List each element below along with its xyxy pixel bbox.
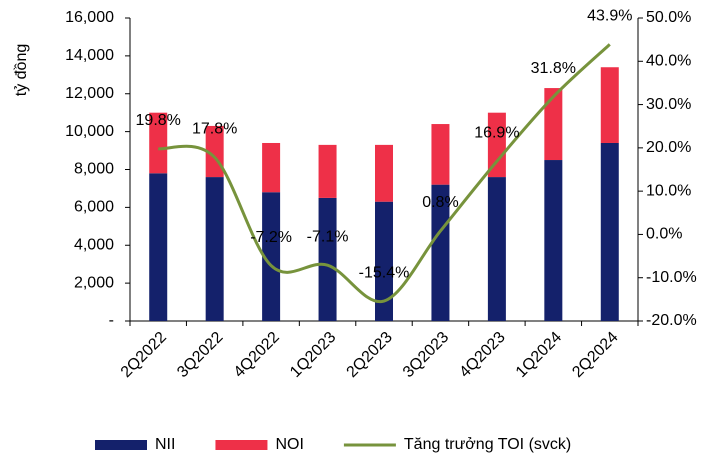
legend-label: NOI [275, 436, 303, 453]
data-label: 43.9% [587, 8, 632, 25]
bar [375, 201, 393, 321]
x-tick-label: 4Q2022 [231, 329, 283, 381]
x-tick-label: 2Q2024 [569, 329, 621, 381]
legend-swatch [95, 440, 147, 450]
legend-swatch [215, 440, 268, 450]
data-label: 17.8% [192, 121, 237, 138]
y2-tick-label: 40.0% [646, 53, 691, 70]
y-tick-label: 12,000 [65, 85, 114, 102]
y2-tick-label: 50.0% [646, 9, 691, 26]
bar [600, 142, 619, 321]
y2-tick-label: 30.0% [646, 96, 691, 113]
x-tick-label: 3Q2023 [400, 329, 452, 381]
data-label: -15.4% [359, 264, 410, 281]
line [157, 43, 611, 304]
x-tick-label: 1Q2023 [287, 329, 339, 381]
x-tick-label: 2Q2022 [118, 329, 170, 381]
bar [487, 112, 506, 178]
y2-tick-label: -10.0% [646, 269, 697, 286]
y2-tick-label: 10.0% [646, 182, 691, 199]
bar [262, 192, 281, 321]
y-tick-label: 14,000 [65, 47, 114, 64]
bar [318, 197, 337, 321]
bar [205, 177, 224, 321]
y-tick-label: - [109, 312, 114, 329]
y-tick-label: 16,000 [65, 9, 114, 26]
data-label: -7.2% [250, 229, 292, 246]
bar [149, 112, 168, 174]
bar [544, 88, 563, 161]
data-label: 31.8% [531, 60, 576, 77]
data-label: 19.8% [136, 112, 181, 129]
bar [544, 160, 563, 321]
data-label: 16.9% [474, 124, 519, 141]
bar [375, 144, 393, 202]
y2-tick-label: -20.0% [646, 312, 697, 329]
bar [262, 142, 281, 193]
y-axis-label: tỷ đồng [13, 44, 30, 96]
legend-label: NII [155, 436, 175, 453]
data-label: -7.1% [307, 228, 349, 245]
x-tick-label: 3Q2022 [174, 329, 226, 381]
y2-tick-label: 20.0% [646, 139, 691, 156]
y-tick-label: 2,000 [74, 274, 114, 291]
y2-tick-label: 0.0% [646, 226, 682, 243]
x-tick-label: 2Q2023 [344, 329, 396, 381]
bar [149, 173, 168, 321]
bar [431, 124, 450, 185]
x-tick-label: 4Q2023 [456, 329, 508, 381]
y-tick-label: 8,000 [74, 161, 114, 178]
y-tick-label: 4,000 [74, 236, 114, 253]
bar [318, 144, 337, 198]
x-tick-label: 1Q2024 [513, 329, 565, 381]
y-tick-label: 6,000 [74, 199, 114, 216]
y-tick-label: 10,000 [65, 123, 114, 140]
bar [431, 184, 450, 321]
bar [487, 177, 506, 321]
data-label: 0.8% [422, 194, 458, 211]
bar [600, 67, 619, 143]
legend-label: Tăng trưởng TOI (svck) [404, 436, 571, 453]
